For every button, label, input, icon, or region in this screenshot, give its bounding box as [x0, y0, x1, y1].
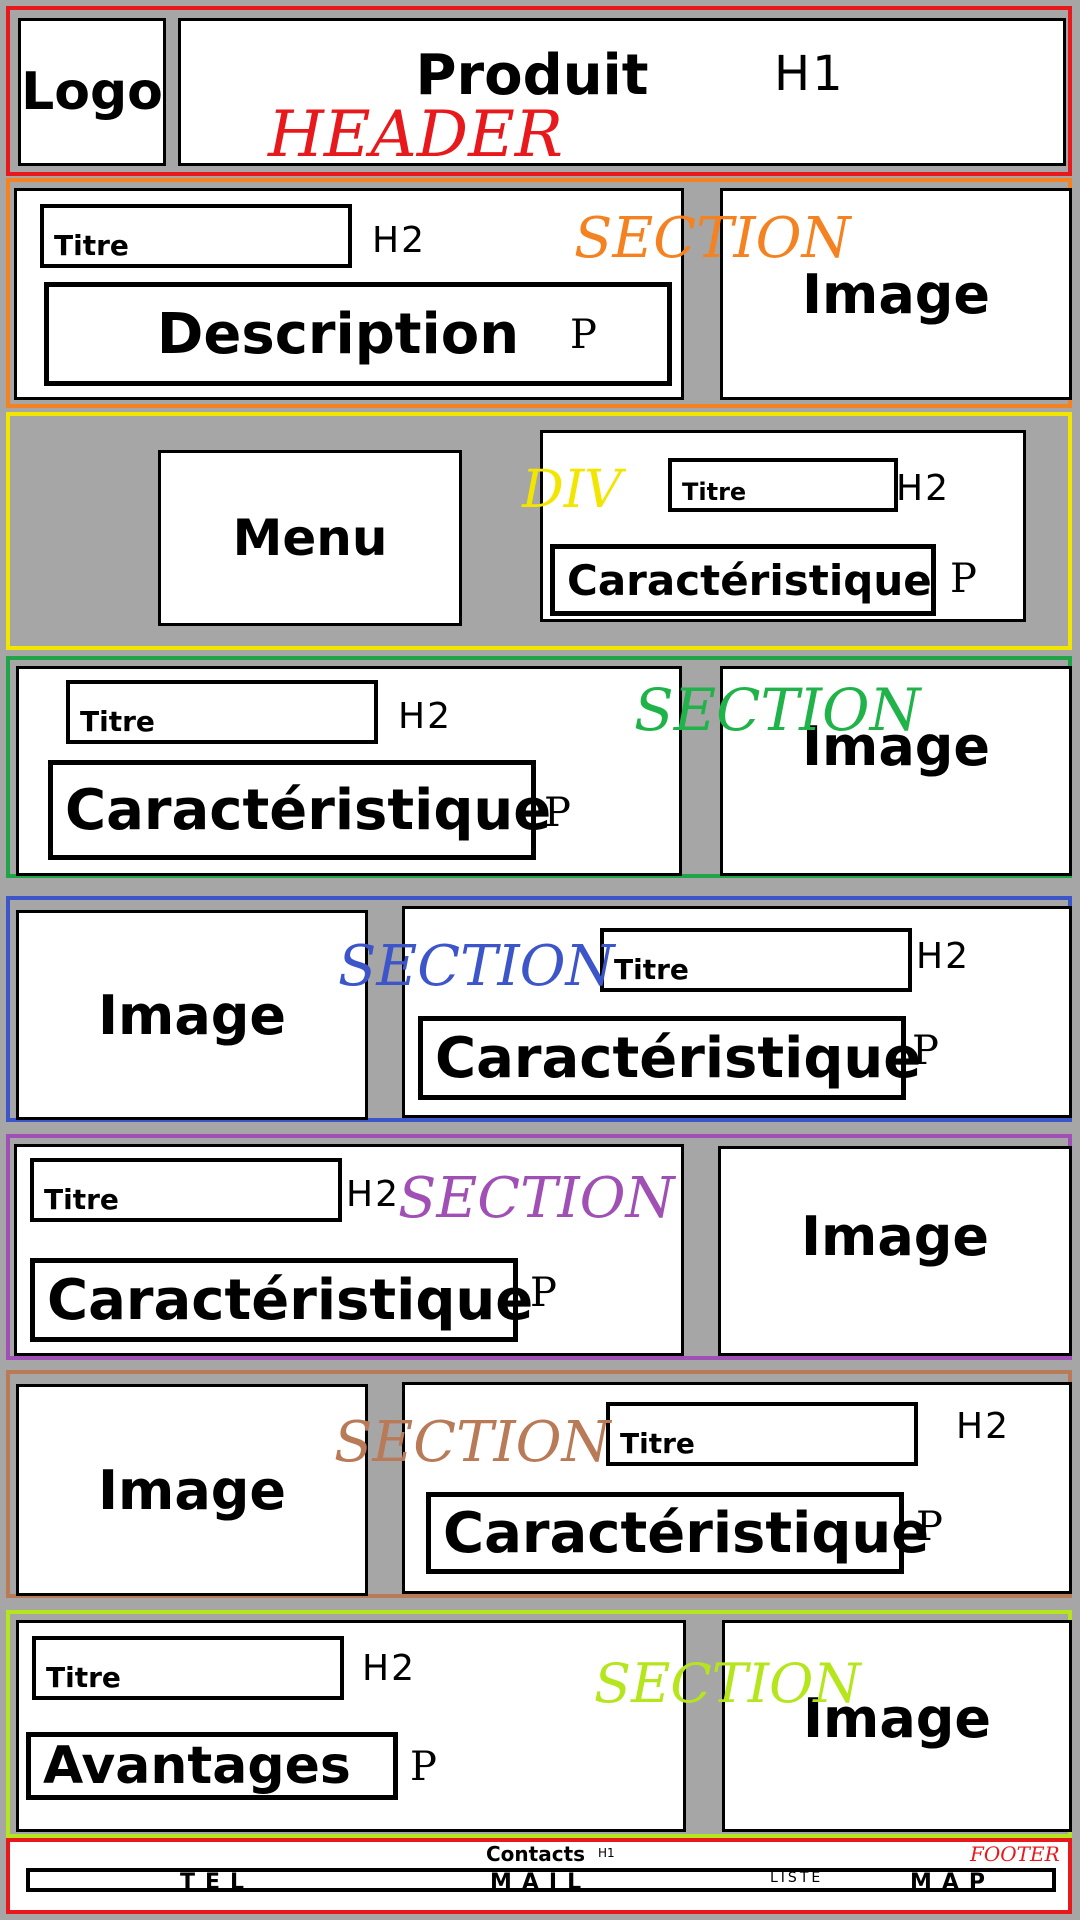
section2-carac-tag: P [544, 790, 571, 836]
section5-carac: Caractéristique [426, 1492, 929, 1574]
page-title: Produit [415, 43, 649, 108]
section1-titre: Titre [40, 204, 352, 268]
section5-titre-tag: H2 [956, 1406, 1010, 1447]
section5-image-label: Image [97, 1458, 287, 1522]
section5-band: Image Titre H2 Caractéristique P SECTION [6, 1370, 1072, 1598]
section6-titre: Titre [32, 1636, 344, 1700]
section3-label: SECTION [338, 934, 615, 999]
section1-description-text: Description [156, 301, 520, 367]
footer-tel[interactable]: TEL [180, 1870, 255, 1895]
section6-image-label: Image [802, 1686, 992, 1750]
section3-carac-text: Caractéristique [435, 1025, 922, 1091]
footer-liste[interactable]: LISTE [770, 1870, 824, 1886]
section6-band: Titre H2 Avantages P Image SECTION [6, 1610, 1072, 1838]
div-carac-text: Caractéristique [567, 555, 932, 605]
section2-band: Titre H2 Caractéristique P Image SECTION [6, 656, 1072, 878]
section1-image-label: Image [801, 262, 991, 326]
section5-label: SECTION [334, 1410, 611, 1475]
section3-image-label: Image [97, 983, 287, 1047]
section2-image: Image [720, 666, 1072, 876]
section1-label: SECTION [574, 206, 851, 271]
header-band: Logo Produit H1 HEADER [6, 6, 1072, 176]
footer-label: FOOTER [970, 1842, 1060, 1866]
div-band: Menu Titre H2 Caractéristique P DIV [6, 412, 1072, 650]
section3-carac-tag: P [912, 1028, 939, 1074]
div-label: DIV [522, 460, 622, 520]
footer-map[interactable]: MAP [910, 1870, 996, 1895]
menu-box: Menu [158, 450, 462, 626]
div-titre-text: Titre [682, 478, 747, 506]
section2-image-label: Image [801, 714, 991, 778]
section4-titre-tag: H2 [346, 1174, 400, 1215]
div-titre: Titre [668, 458, 898, 512]
section5-titre: Titre [606, 1402, 918, 1466]
section3-titre-text: Titre [614, 953, 689, 986]
footer-band: Contacts H1 FOOTER TEL MAIL LISTE MAP [6, 1838, 1072, 1914]
footer-contacts: Contacts [486, 1842, 586, 1866]
section6-titre-text: Titre [46, 1661, 121, 1694]
section5-titre-text: Titre [620, 1427, 695, 1460]
footer-mail[interactable]: MAIL [490, 1870, 592, 1895]
section1-titre-text: Titre [54, 229, 129, 262]
section6-titre-tag: H2 [362, 1648, 416, 1689]
section6-avantages-tag: P [410, 1744, 437, 1790]
footer-links-bar: TEL MAIL LISTE MAP [26, 1868, 1056, 1895]
section6-avantages: Avantages [26, 1732, 398, 1800]
section4-carac: Caractéristique [30, 1258, 533, 1342]
header-label: HEADER [268, 98, 563, 172]
section6-label: SECTION [594, 1652, 861, 1715]
section2-carac: Caractéristique [48, 760, 551, 860]
section5-carac-text: Caractéristique [443, 1500, 930, 1566]
section2-carac-text: Caractéristique [65, 777, 552, 843]
logo-box: Logo [18, 18, 166, 166]
section1-desc-tag: P [570, 312, 597, 358]
section2-titre-text: Titre [80, 705, 155, 738]
section3-band: Image Titre H2 Caractéristique P SECTION [6, 896, 1072, 1122]
section6-avantages-text: Avantages [43, 1736, 351, 1796]
section4-image-label: Image [800, 1204, 990, 1268]
section3-titre-tag: H2 [916, 936, 970, 977]
div-carac: Caractéristique [550, 544, 936, 616]
logo-label: Logo [21, 62, 163, 122]
section6-image: Image [722, 1620, 1072, 1832]
div-titre-tag: H2 [896, 468, 950, 509]
section2-titre-tag: H2 [398, 696, 452, 737]
section3-carac: Caractéristique [418, 1016, 921, 1100]
section1-titre-tag: H2 [372, 220, 426, 261]
section4-titre: Titre [30, 1158, 342, 1222]
section1-description: Description [44, 282, 672, 386]
section5-image: Image [16, 1384, 368, 1596]
title-tag: H1 [774, 46, 845, 102]
section3-titre: Titre [600, 928, 912, 992]
section5-carac-tag: P [916, 1504, 943, 1550]
title-box: Produit [178, 18, 1066, 166]
section4-carac-tag: P [530, 1270, 557, 1316]
section2-label: SECTION [634, 676, 921, 744]
section1-image: Image [720, 188, 1072, 400]
section4-carac-text: Caractéristique [47, 1267, 534, 1333]
section1-band: Titre H2 Description P Image SECTION [6, 178, 1072, 408]
menu-label: Menu [232, 509, 388, 567]
footer-contacts-tag: H1 [598, 1846, 615, 1860]
section4-label: SECTION [398, 1166, 675, 1231]
section4-band: Titre H2 Caractéristique P Image SECTION [6, 1134, 1072, 1360]
div-carac-tag: P [950, 556, 977, 602]
section3-image: Image [16, 910, 368, 1120]
section4-titre-text: Titre [44, 1183, 119, 1216]
section4-image: Image [718, 1146, 1072, 1356]
section2-titre: Titre [66, 680, 378, 744]
